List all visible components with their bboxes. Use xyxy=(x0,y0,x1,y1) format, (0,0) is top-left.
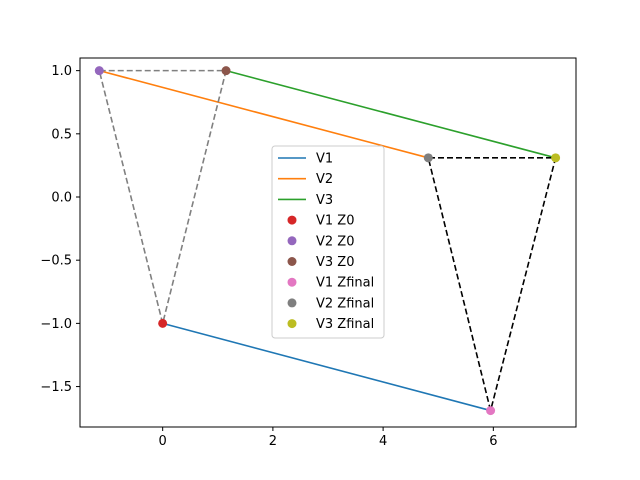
legend-label: V2 Z0 xyxy=(316,234,354,249)
x-tick-label: 2 xyxy=(269,434,277,449)
legend-label: V1 xyxy=(316,152,333,167)
plot-area xyxy=(94,66,561,416)
legend-label: V2 xyxy=(316,172,333,187)
y-tick-label: −0.5 xyxy=(40,254,72,269)
point-v2-zfinal xyxy=(423,153,433,163)
point-v1-zfinal xyxy=(486,406,496,416)
legend-box xyxy=(271,145,385,339)
x-tick-label: 6 xyxy=(489,434,497,449)
series-line-v3 xyxy=(225,69,556,159)
dashed-triangle-1 xyxy=(98,69,228,324)
axes-frame xyxy=(79,57,577,428)
legend-label: V3 xyxy=(316,193,333,208)
point-v3-z0 xyxy=(221,66,231,76)
y-tick-label: 0.0 xyxy=(51,191,72,206)
legend-label: V1 Z0 xyxy=(316,214,354,229)
y-tick-label: −1.0 xyxy=(40,317,72,332)
legend-marker-v3-zfinal xyxy=(287,319,297,329)
point-v3-zfinal xyxy=(551,153,561,163)
legend: V1 V2 V3 V1 Z0 V2 Z0 V3 Z0 V1 Zfinal V2 Zfinal V… xyxy=(271,145,385,339)
legend-label: V1 Zfinal xyxy=(316,276,374,291)
dashed-triangle-2 xyxy=(427,157,557,411)
series-line-v2 xyxy=(99,69,429,159)
x-tick-label: 4 xyxy=(379,434,387,449)
series-line-v1 xyxy=(162,322,491,412)
x-tick-label: 0 xyxy=(159,434,167,449)
axes: 0 2 4 6 −1.5 −1.0 −0.5 0.0 0.5 1.0 xyxy=(40,57,577,449)
legend-label: V3 Zfinal xyxy=(316,317,374,332)
legend-marker-v2-z0 xyxy=(287,236,297,246)
y-tick-label: −1.5 xyxy=(40,380,72,395)
legend-marker-v3-z0 xyxy=(287,257,297,266)
y-tick-label: 0.5 xyxy=(51,127,72,142)
y-tick-label: 1.0 xyxy=(51,64,72,79)
point-v1-z0 xyxy=(158,318,168,328)
legend-marker-v1-z0 xyxy=(287,215,297,225)
legend-marker-v2-zfinal xyxy=(287,298,297,308)
point-v2-z0 xyxy=(94,66,104,76)
legend-marker-v1-zfinal xyxy=(287,277,297,287)
legend-label: V2 Zfinal xyxy=(316,296,374,311)
legend-label: V3 Z0 xyxy=(316,255,354,270)
